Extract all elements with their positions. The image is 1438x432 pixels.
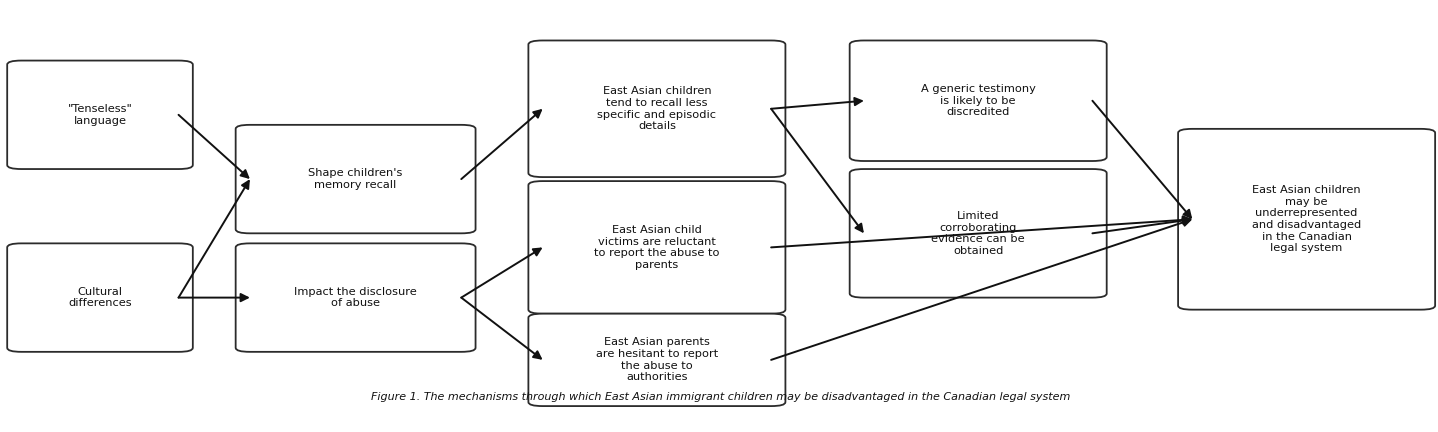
Text: East Asian children
tend to recall less
specific and episodic
details: East Asian children tend to recall less … bbox=[597, 86, 716, 131]
FancyBboxPatch shape bbox=[7, 60, 193, 169]
FancyBboxPatch shape bbox=[236, 125, 476, 233]
Text: Limited
corroborating
evidence can be
obtained: Limited corroborating evidence can be ob… bbox=[932, 211, 1025, 256]
Text: Cultural
differences: Cultural differences bbox=[68, 287, 132, 308]
FancyBboxPatch shape bbox=[850, 169, 1107, 298]
FancyBboxPatch shape bbox=[7, 243, 193, 352]
FancyBboxPatch shape bbox=[528, 41, 785, 177]
Text: Impact the disclosure
of abuse: Impact the disclosure of abuse bbox=[295, 287, 417, 308]
Text: "Tenseless"
language: "Tenseless" language bbox=[68, 104, 132, 126]
FancyBboxPatch shape bbox=[850, 41, 1107, 161]
Text: East Asian child
victims are reluctant
to report the abuse to
parents: East Asian child victims are reluctant t… bbox=[594, 225, 719, 270]
Text: East Asian parents
are hesitant to report
the abuse to
authorities: East Asian parents are hesitant to repor… bbox=[595, 337, 718, 382]
FancyBboxPatch shape bbox=[1178, 129, 1435, 310]
Text: A generic testimony
is likely to be
discredited: A generic testimony is likely to be disc… bbox=[920, 84, 1035, 118]
FancyBboxPatch shape bbox=[528, 314, 785, 406]
Text: East Asian children
may be
underrepresented
and disadvantaged
in the Canadian
le: East Asian children may be underrepresen… bbox=[1252, 185, 1362, 253]
FancyBboxPatch shape bbox=[528, 181, 785, 314]
Text: Shape children's
memory recall: Shape children's memory recall bbox=[308, 168, 403, 190]
Text: Figure 1. The mechanisms through which East Asian immigrant children may be disa: Figure 1. The mechanisms through which E… bbox=[371, 392, 1071, 402]
FancyBboxPatch shape bbox=[236, 243, 476, 352]
